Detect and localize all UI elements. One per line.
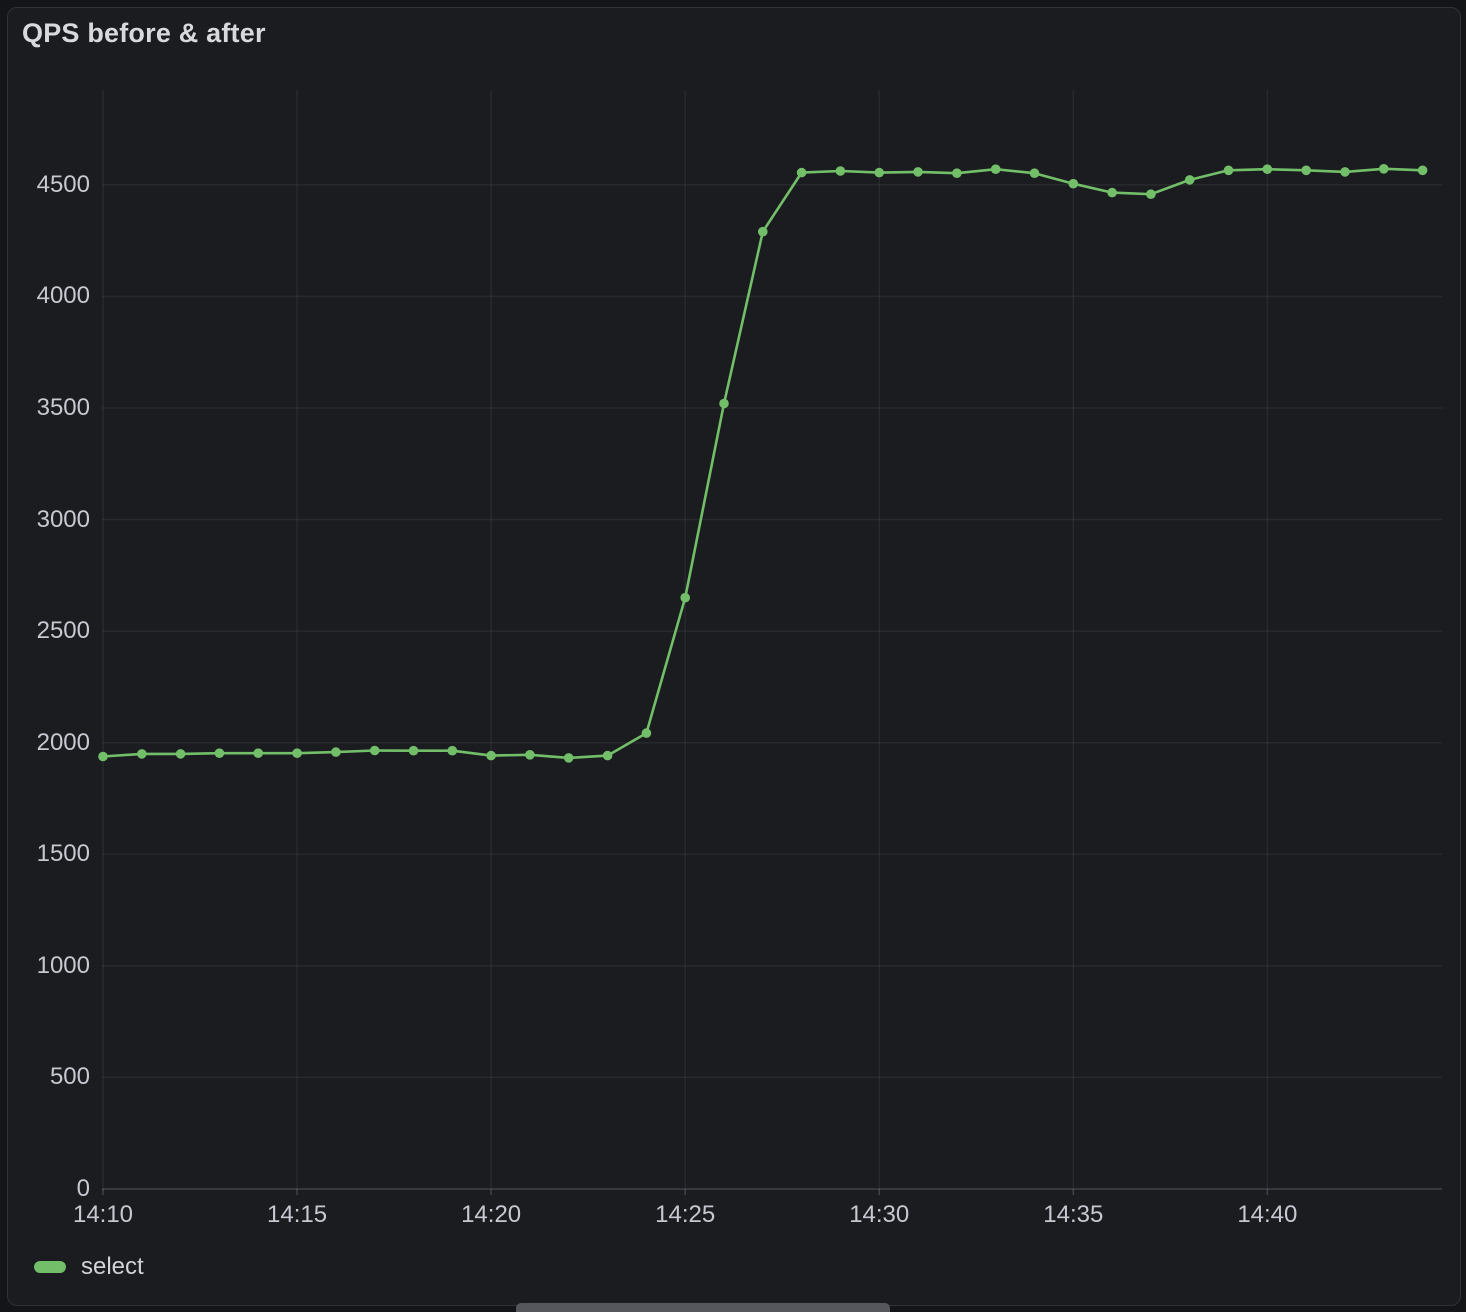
data-point xyxy=(137,749,147,759)
data-point xyxy=(1029,168,1040,178)
data-point xyxy=(1107,187,1117,198)
data-point xyxy=(98,751,108,762)
data-point xyxy=(175,749,186,759)
data-point xyxy=(602,750,613,761)
data-point xyxy=(913,167,923,177)
x-axis-tick-label: 14:35 xyxy=(1043,1201,1104,1228)
y-axis-tick-label: 0 xyxy=(76,1175,90,1202)
horizontal-scrollbar-thumb[interactable] xyxy=(516,1303,890,1312)
data-point xyxy=(292,748,302,758)
data-point xyxy=(874,167,884,178)
data-point xyxy=(447,745,458,756)
data-point xyxy=(1068,178,1079,189)
data-point xyxy=(486,750,496,761)
y-axis-tick-label: 2000 xyxy=(36,728,90,756)
data-point xyxy=(1223,165,1234,176)
data-point xyxy=(719,398,729,409)
data-point xyxy=(835,166,846,176)
y-axis-tick-label: 1000 xyxy=(36,951,90,979)
x-axis-tick-label: 14:40 xyxy=(1237,1201,1298,1228)
legend-color-swatch xyxy=(34,1261,66,1273)
data-point xyxy=(1262,164,1273,174)
data-point xyxy=(253,748,263,758)
x-axis-tick-label: 14:25 xyxy=(655,1201,716,1228)
legend: select xyxy=(30,1251,148,1283)
data-point xyxy=(680,592,690,603)
legend-item-label: select xyxy=(81,1253,144,1280)
data-point xyxy=(990,164,1001,174)
x-axis-tick-label: 14:15 xyxy=(267,1201,328,1228)
data-point xyxy=(369,745,380,756)
legend-item-select[interactable]: select xyxy=(30,1251,148,1283)
data-point xyxy=(1340,167,1350,177)
data-point xyxy=(1184,175,1195,185)
panel-frame xyxy=(7,7,1461,1306)
y-axis-tick-label: 500 xyxy=(49,1063,90,1091)
series-line xyxy=(101,167,1424,760)
data-point xyxy=(1417,165,1428,176)
x-axis-tick-label: 14:10 xyxy=(72,1201,134,1228)
x-axis-tick-label: 14:30 xyxy=(849,1201,910,1228)
y-axis-tick-label: 1500 xyxy=(36,840,90,868)
data-point xyxy=(331,747,341,757)
data-point xyxy=(563,753,574,763)
data-point xyxy=(1146,189,1156,199)
panel-title: QPS before & after xyxy=(22,18,266,48)
data-point xyxy=(796,167,807,178)
x-axis-tick-label: 14:20 xyxy=(461,1201,522,1228)
data-point xyxy=(1301,165,1311,176)
data-point xyxy=(214,748,225,758)
y-axis-tick-label: 3000 xyxy=(36,505,90,533)
data-point xyxy=(408,745,419,756)
data-point xyxy=(641,728,652,738)
y-axis-tick-label: 4000 xyxy=(36,282,90,310)
y-axis-tick-label: 4500 xyxy=(36,170,90,198)
data-point xyxy=(525,750,535,760)
data-point xyxy=(952,168,962,178)
data-point xyxy=(1379,164,1389,174)
data-point xyxy=(758,226,768,237)
y-axis-tick-label: 2500 xyxy=(36,617,90,645)
y-axis-tick-label: 3500 xyxy=(36,393,90,421)
